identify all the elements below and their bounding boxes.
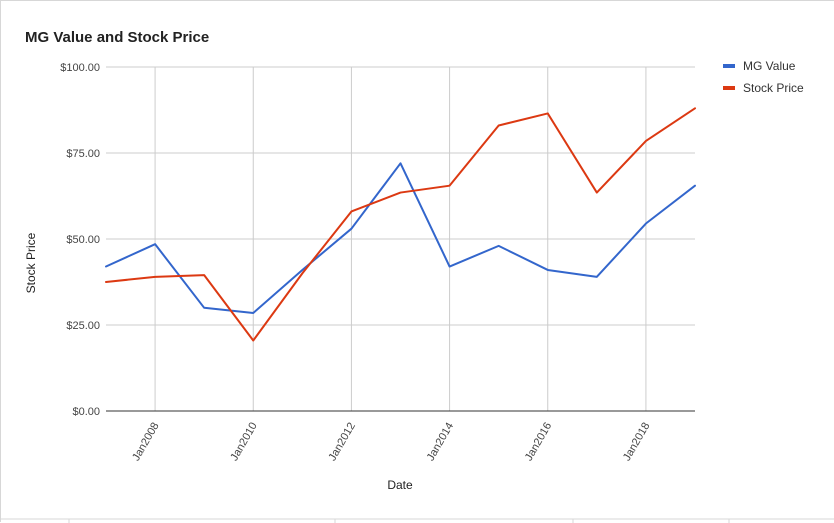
- y-tick-label: $75.00: [66, 148, 100, 160]
- legend-swatch: [723, 86, 735, 90]
- y-tick-label: $0.00: [72, 406, 100, 418]
- y-tick-label: $100.00: [60, 62, 100, 74]
- series-lines: [105, 107, 696, 342]
- y-tick-label: $50.00: [66, 234, 100, 246]
- chart-title: MG Value and Stock Price: [25, 29, 209, 46]
- grid-lines: [106, 66, 695, 412]
- legend-label: Stock Price: [743, 81, 804, 95]
- y-tick-label: $25.00: [66, 320, 100, 332]
- x-axis-title: Date: [387, 478, 413, 492]
- series-line-mg-value: [105, 162, 696, 314]
- series-line-stock-price: [105, 107, 696, 342]
- legend: MG Value Stock Price: [723, 59, 804, 95]
- legend-swatch: [723, 64, 735, 68]
- legend-label: MG Value: [743, 59, 796, 73]
- y-axis-title: Stock Price: [24, 232, 38, 293]
